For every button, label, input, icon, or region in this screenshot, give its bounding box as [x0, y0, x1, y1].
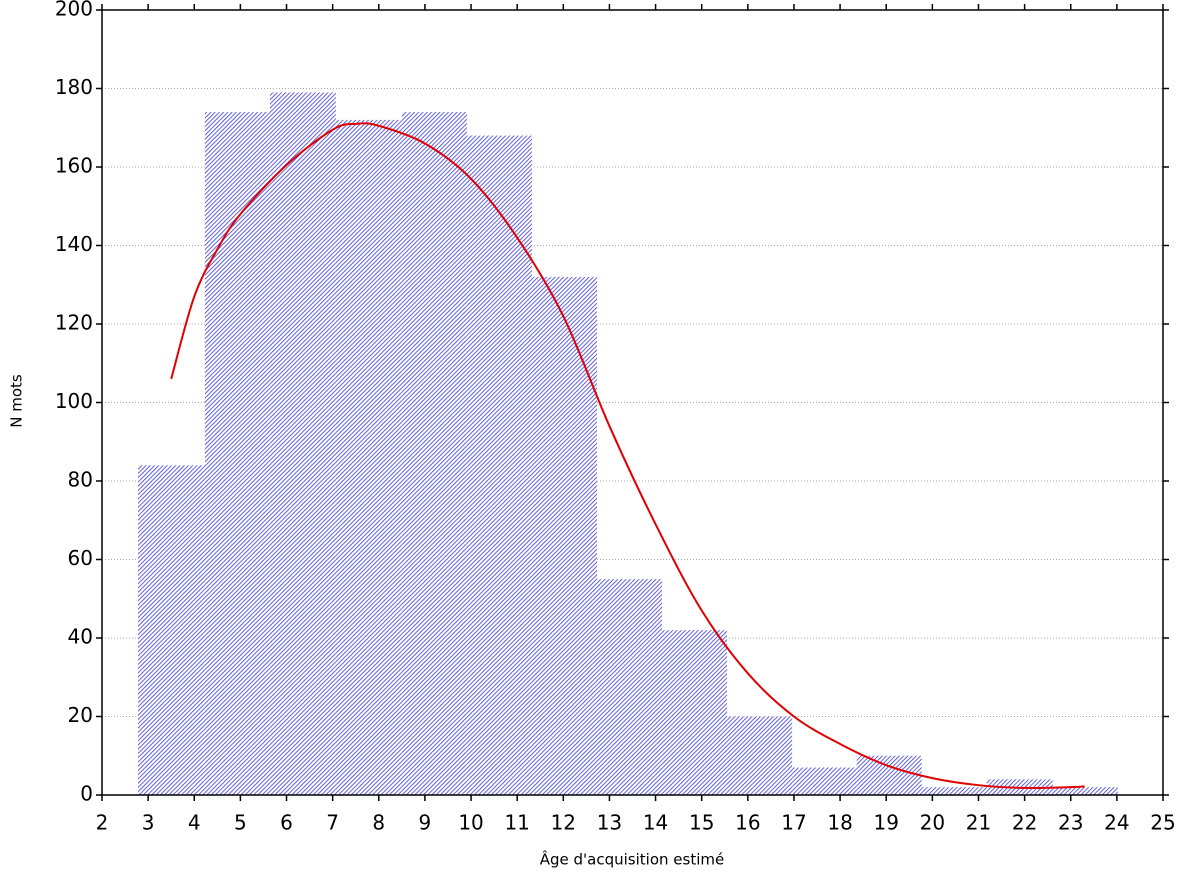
bar: [531, 276, 597, 795]
y-tick-label: 0: [80, 782, 93, 806]
x-tick-label: 13: [597, 811, 622, 835]
bar: [269, 92, 336, 796]
y-tick-label: 60: [68, 546, 93, 570]
bar: [662, 630, 728, 795]
x-tick-label: 15: [689, 811, 714, 835]
x-axis-label: Âge d'acquisition estimé: [540, 850, 724, 869]
x-tick-label: 19: [873, 811, 898, 835]
x-tick-label: 6: [280, 811, 293, 835]
y-tick-label: 180: [55, 75, 93, 99]
x-tick-label: 4: [188, 811, 201, 835]
bar: [921, 787, 987, 795]
y-tick-label: 40: [68, 625, 93, 649]
bar: [856, 755, 922, 795]
x-tick-label: 7: [326, 811, 339, 835]
bar: [727, 716, 793, 795]
x-tick-label: 17: [781, 811, 806, 835]
x-tick-label: 8: [372, 811, 385, 835]
x-tick-label: 25: [1150, 811, 1175, 835]
x-tick-label: 9: [419, 811, 432, 835]
bar: [466, 135, 532, 796]
bar: [792, 767, 857, 795]
x-tick-label: 16: [735, 811, 760, 835]
bar: [137, 465, 205, 795]
y-tick-label: 120: [55, 311, 93, 335]
bar: [335, 119, 402, 795]
y-tick-label: 160: [55, 154, 93, 178]
x-tick-label: 18: [827, 811, 852, 835]
y-tick-label: 200: [55, 0, 93, 21]
y-tick-label: 20: [68, 703, 93, 727]
x-tick-label: 20: [920, 811, 945, 835]
y-tick-label: 80: [68, 468, 93, 492]
x-tick-label: 10: [458, 811, 483, 835]
x-tick-label: 12: [551, 811, 576, 835]
y-tick-label: 140: [55, 232, 93, 256]
bar: [1052, 787, 1118, 795]
x-tick-label: 11: [504, 811, 529, 835]
bar: [401, 112, 467, 796]
x-tick-label: 21: [966, 811, 991, 835]
bar: [204, 112, 270, 796]
x-tick-label: 5: [234, 811, 247, 835]
x-tick-label: 2: [96, 811, 109, 835]
y-tick-label: 100: [55, 389, 93, 413]
x-tick-label: 14: [643, 811, 668, 835]
x-tick-label: 22: [1012, 811, 1037, 835]
x-tick-label: 23: [1058, 811, 1083, 835]
x-tick-label: 3: [142, 811, 155, 835]
fit-curve: [170, 122, 1085, 790]
x-tick-label: 24: [1104, 811, 1129, 835]
bar: [596, 579, 663, 795]
y-axis-label: N mots: [8, 374, 26, 428]
